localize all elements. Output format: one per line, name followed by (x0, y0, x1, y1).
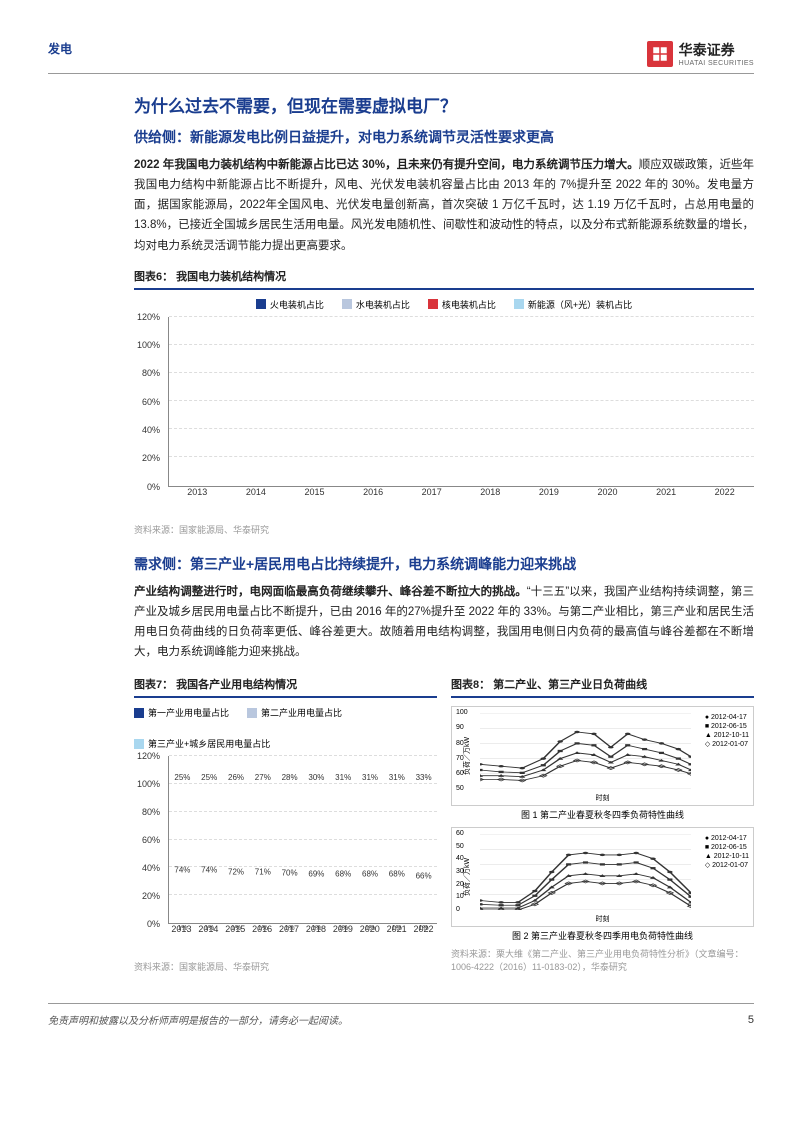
chart8-panel2-title: 图 2 第三产业春夏秋冬四季用电负荷特性曲线 (451, 929, 754, 942)
chart6-legend: 火电装机占比水电装机占比核电装机占比新能源（风+光）装机占比 (134, 298, 754, 311)
subtitle-supply: 供给侧：新能源发电比例日益提升，对电力系统调节灵活性要求更高 (134, 127, 754, 147)
top-bar: 发电 华泰证券 HUATAI SECURITIES (48, 40, 754, 74)
chart8-panel1-legend: ● 2012-04-17■ 2012-06-15▲ 2012-10-11◇ 20… (705, 713, 749, 749)
chart8-panel1-title: 图 1 第二产业春夏秋冬四季负荷特性曲线 (451, 808, 754, 821)
para-demand: 产业结构调整进行时，电网面临最高负荷继续攀升、峰谷差不断拉大的挑战。“十三五”以… (134, 582, 754, 663)
logo-sub: HUATAI SECURITIES (679, 60, 754, 67)
para-supply-bold: 2022 年我国电力装机结构中新能源占比已达 30%，且未来仍有提升空间，电力系… (134, 159, 639, 171)
section-label: 发电 (48, 40, 72, 57)
chart8-title: 图表8： 第二产业、第三产业日负荷曲线 (451, 676, 754, 698)
para-supply: 2022 年我国电力装机结构中新能源占比已达 30%，且未来仍有提升空间，电力系… (134, 155, 754, 256)
chart7: 图表7： 我国各产业用电结构情况 第一产业用电量占比第二产业用电量占比第三产业+… (134, 676, 437, 973)
chart7-legend: 第一产业用电量占比第二产业用电量占比第三产业+城乡居民用电量占比 (134, 706, 437, 750)
brand: 华泰证券 HUATAI SECURITIES (647, 40, 754, 67)
chart6-yaxis: 0%20%40%60%80%100%120% (134, 317, 164, 487)
page-number: 5 (748, 1014, 754, 1026)
chart6-title: 图表6： 我国电力装机结构情况 (134, 268, 754, 290)
para-demand-bold: 产业结构调整进行时，电网面临最高负荷继续攀升、峰谷差不断拉大的挑战。 (134, 586, 527, 598)
disclaimer: 免责声明和披露以及分析师声明是报告的一部分，请务必一起阅读。 (48, 1012, 348, 1027)
logo-icon (647, 41, 673, 67)
subtitle-demand: 需求侧：第三产业+居民用电占比持续提升，电力系统调峰能力迎来挑战 (134, 554, 754, 574)
chart7-yaxis: 0%20%40%60%80%100%120% (134, 756, 164, 924)
logo-text: 华泰证券 (679, 40, 754, 60)
chart8-panel2: ● 2012-04-17■ 2012-06-15▲ 2012-10-11◇ 20… (451, 827, 754, 927)
chart7-plot: 25%74%1%25%74%1%26%72%1%27%71%1%28%70%1%… (168, 756, 437, 924)
chart6-source: 资料来源：国家能源局、华泰研究 (134, 523, 754, 536)
page-title: 为什么过去不需要，但现在需要虚拟电厂？ (134, 92, 754, 117)
chart8-panel2-legend: ● 2012-04-17■ 2012-06-15▲ 2012-10-11◇ 20… (705, 834, 749, 870)
footer: 免责声明和披露以及分析师声明是报告的一部分，请务必一起阅读。 5 (48, 1003, 754, 1027)
chart8-panel1: ● 2012-04-17■ 2012-06-15▲ 2012-10-11◇ 20… (451, 706, 754, 806)
chart6-plot (168, 317, 754, 487)
chart7-xaxis: 2013201420152016201720182019202020212022 (168, 924, 437, 938)
chart8-source: 资料来源：栗大维《第二产业、第三产业用电负荷特性分析》（文章编号：1006-42… (451, 948, 754, 973)
chart8: 图表8： 第二产业、第三产业日负荷曲线 ● 2012-04-17■ 2012-0… (451, 676, 754, 973)
chart6: 图表6： 我国电力装机结构情况 火电装机占比水电装机占比核电装机占比新能源（风+… (134, 268, 754, 536)
chart7-source: 资料来源：国家能源局、华泰研究 (134, 960, 437, 973)
chart7-title: 图表7： 我国各产业用电结构情况 (134, 676, 437, 698)
chart6-xaxis: 2013201420152016201720182019202020212022 (168, 487, 754, 501)
para-supply-rest: 顺应双碳政策，近些年我国电力结构中新能源占比不断提升，风电、光伏发电装机容量占比… (134, 159, 754, 252)
